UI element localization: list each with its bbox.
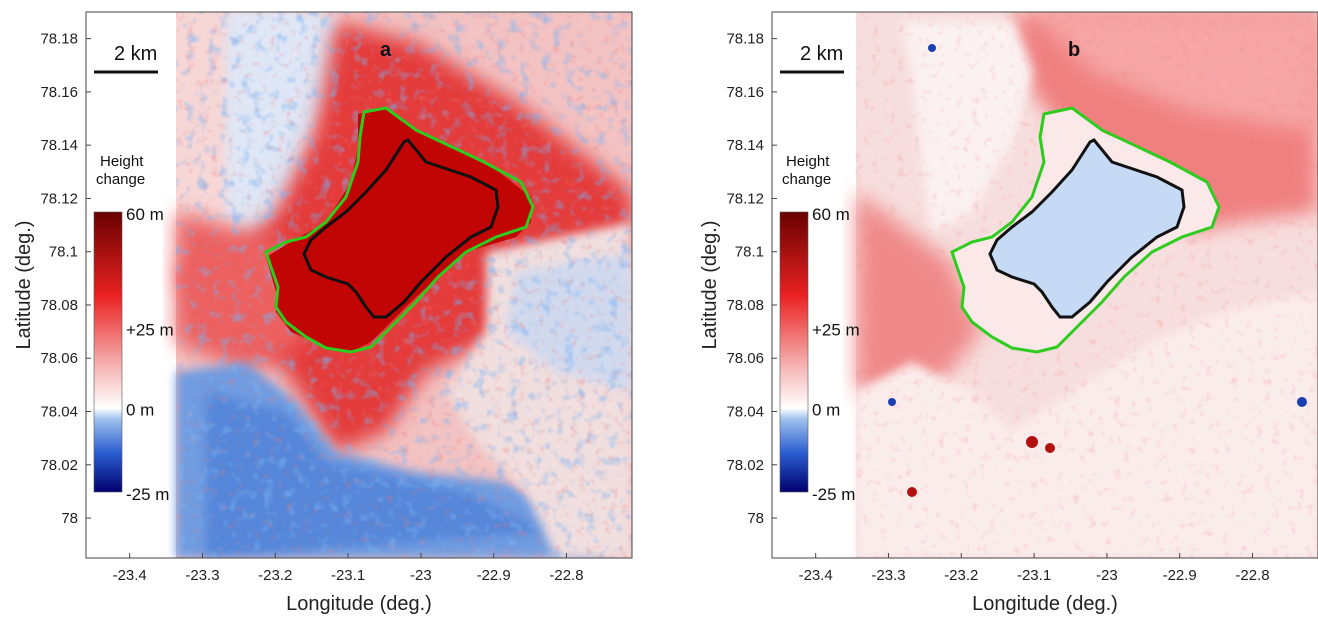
plot-frame: [771, 11, 1318, 559]
plot-frame: [85, 11, 633, 559]
x-tick-label: -22.9: [1163, 567, 1197, 584]
x-tick-label: -23.1: [331, 567, 365, 584]
panel-letter: a: [380, 39, 392, 61]
panel-letter: b: [1068, 39, 1080, 61]
colorbar-tick-label: +25 m: [126, 320, 174, 339]
colorbar-tick-label: -25 m: [126, 485, 169, 504]
y-tick-label: 78.12: [40, 190, 78, 207]
y-tick-label: 78.1: [49, 244, 78, 261]
y-tick-label: 78.18: [726, 31, 764, 48]
x-tick-label: -23.2: [258, 567, 292, 584]
y-tick-label: 78.14: [726, 137, 764, 154]
panel-a: 2 km a Height change 60 m +25 m 0 m -25 m -…: [40, 11, 633, 584]
colorbar-gradient: [779, 211, 809, 493]
colorbar-a: Height change 60 m +25 m 0 m -25 m: [93, 153, 174, 504]
y-tick-label: 78.02: [40, 457, 78, 474]
x-tick-label: -23: [410, 567, 432, 584]
x-tick-label: -22.9: [477, 567, 511, 584]
panel-b: 2 km b Height change 60 m +25 m 0 m -25 m -…: [726, 11, 1318, 584]
x-axis-label: Longitude (deg.): [286, 593, 432, 615]
colorbar-title-line1: Height: [786, 153, 830, 170]
y-tick-label: 78: [61, 510, 78, 527]
y-tick-label: 78.14: [40, 137, 78, 154]
height-change-map-b: [856, 12, 1318, 558]
x-tick-label: -22.8: [549, 567, 583, 584]
x-tick-label: -23.4: [799, 567, 833, 584]
colorbar-title-line1: Height: [100, 153, 144, 170]
height-change-map-a: [176, 12, 632, 558]
x-tick-label: -23.3: [871, 567, 905, 584]
y-tick-label: 78.06: [726, 350, 764, 367]
y-tick-label: 78.08: [40, 297, 78, 314]
colorbar-tick-label: 60 m: [126, 205, 164, 224]
green-outline-b: [950, 106, 1221, 354]
x-tick-label: -23.1: [1017, 567, 1051, 584]
y-tick-label: 78.16: [726, 84, 764, 101]
y-tick-label: 78.18: [40, 31, 78, 48]
y-tick-label: 78.06: [40, 350, 78, 367]
y-tick-label: 78.04: [40, 404, 78, 421]
colorbar-tick-label: 60 m: [812, 205, 850, 224]
black-outline-b: [988, 138, 1186, 319]
x-tick-label: -22.8: [1235, 567, 1269, 584]
y-tick-label: 78.12: [726, 190, 764, 207]
x-axis-label: Longitude (deg.): [972, 593, 1118, 615]
colorbar-title-line2: change: [782, 171, 831, 188]
scale-bar-label: 2 km: [800, 43, 843, 65]
scale-bar-label: 2 km: [114, 43, 157, 65]
y-tick-label: 78: [747, 510, 764, 527]
y-axis-label: Latitude (deg.): [13, 221, 35, 350]
y-axis-label: Latitude (deg.): [699, 221, 721, 350]
colorbar-title-line2: change: [96, 171, 145, 188]
y-tick-label: 78.08: [726, 297, 764, 314]
x-tick-label: -23.3: [185, 567, 219, 584]
x-tick-label: -23: [1096, 567, 1118, 584]
green-outline-a: [264, 106, 535, 354]
x-tick-label: -23.4: [113, 567, 147, 584]
x-tick-label: -23.2: [944, 567, 978, 584]
black-outline-a: [302, 138, 500, 319]
y-tick-label: 78.04: [726, 404, 764, 421]
colorbar-tick-label: 0 m: [126, 401, 154, 420]
y-tick-label: 78.02: [726, 457, 764, 474]
colorbar-tick-label: +25 m: [812, 320, 860, 339]
colorbar-tick-label: 0 m: [812, 401, 840, 420]
y-tick-label: 78.1: [735, 244, 764, 261]
colorbar-b: Height change 60 m +25 m 0 m -25 m: [779, 153, 860, 504]
y-tick-label: 78.16: [40, 84, 78, 101]
colorbar-gradient: [93, 211, 123, 493]
colorbar-tick-label: -25 m: [812, 485, 855, 504]
